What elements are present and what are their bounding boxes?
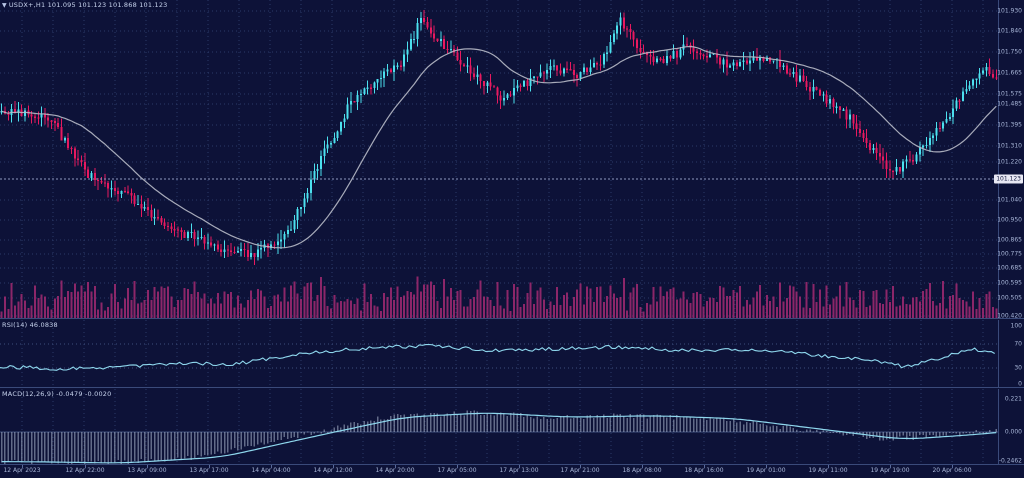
price-tick-14: 100.595 <box>997 279 1022 287</box>
time-tick-4: 14 Apr 04:00 <box>251 467 291 474</box>
price-tick-11: 100.865 <box>997 236 1022 244</box>
time-tick-2: 13 Apr 09:00 <box>127 467 167 474</box>
time-tick-13: 19 Apr 11:00 <box>808 467 848 474</box>
macd-axis-line <box>998 389 999 465</box>
price-tick-3: 101.665 <box>997 69 1022 77</box>
price-tick-9: 101.040 <box>997 196 1022 204</box>
rsi-panel[interactable]: 100 70 30 0 RSI(14) 46.0838 <box>0 320 1024 388</box>
macd-tick-1: 0.000 <box>1004 428 1022 436</box>
rsi-axis[interactable]: 100 70 30 0 <box>998 320 1024 388</box>
time-tickmark-6 <box>395 465 396 468</box>
time-tick-9: 17 Apr 21:00 <box>560 467 600 474</box>
time-tickmark-8 <box>519 465 520 468</box>
price-tick-1: 101.840 <box>997 27 1022 35</box>
time-tickmark-2 <box>147 465 148 468</box>
rsi-tick-30: 30 <box>1014 364 1022 372</box>
time-tickmark-10 <box>642 465 643 468</box>
price-tick-13: 100.685 <box>997 264 1022 272</box>
price-tick-6: 101.395 <box>997 121 1022 129</box>
rsi-plot-area[interactable] <box>0 320 998 388</box>
price-panel-divider <box>0 318 1024 319</box>
time-tickmark-7 <box>457 465 458 468</box>
price-plot-area[interactable] <box>0 0 998 319</box>
macd-indicator-label: MACD(12,26,9) -0.0479 -0.0020 <box>2 390 112 398</box>
time-tick-11: 18 Apr 16:00 <box>684 467 724 474</box>
time-tickmark-5 <box>333 465 334 468</box>
rsi-tick-0: 0 <box>1018 380 1022 388</box>
macd-chart-svg <box>0 389 998 465</box>
time-tick-10: 18 Apr 08:00 <box>622 467 662 474</box>
price-tick-4: 101.575 <box>997 90 1022 98</box>
time-tick-6: 14 Apr 20:00 <box>375 467 415 474</box>
rsi-axis-line <box>998 320 999 388</box>
macd-tick-0: 0.221 <box>1004 395 1022 403</box>
time-tickmark-9 <box>580 465 581 468</box>
rsi-tick-70: 70 <box>1014 340 1022 348</box>
time-tick-12: 19 Apr 01:00 <box>746 467 786 474</box>
price-tick-10: 100.950 <box>997 216 1022 224</box>
time-tick-7: 17 Apr 05:00 <box>437 467 477 474</box>
time-tickmark-3 <box>209 465 210 468</box>
time-tick-3: 13 Apr 17:00 <box>189 467 229 474</box>
macd-axis[interactable]: 0.221 0.000 -0.2462 <box>998 389 1024 465</box>
triangle-down-icon[interactable]: ▼ <box>2 2 7 9</box>
time-tick-1: 12 Apr 22:00 <box>65 467 105 474</box>
macd-plot-area[interactable] <box>0 389 998 465</box>
current-price-badge: 101.123 <box>994 174 1023 184</box>
price-tick-8: 101.220 <box>997 158 1022 166</box>
time-axis[interactable]: 12 Apr 2023 12 Apr 22:00 13 Apr 09:00 13 Ap… <box>0 465 1024 478</box>
rsi-tick-100: 100 <box>1010 322 1022 330</box>
price-axis[interactable]: 101.930 101.840 101.750 101.665 101.575 101.4… <box>994 0 1024 320</box>
macd-panel[interactable]: 0.221 0.000 -0.2462 MACD(12,26,9) -0.0479 … <box>0 389 1024 465</box>
price-axis-line <box>998 0 999 319</box>
price-tick-2: 101.750 <box>997 48 1022 56</box>
price-tick-15: 100.505 <box>997 294 1022 302</box>
rsi-panel-divider <box>0 387 1024 388</box>
price-tick-12: 100.775 <box>997 250 1022 258</box>
rsi-indicator-label: RSI(14) 46.0838 <box>2 321 58 329</box>
time-tickmark-12 <box>766 465 767 468</box>
chart-header-label[interactable]: ▼ USDX+,H1 101.095 101.123 101.868 101.12… <box>2 1 168 9</box>
time-tick-15: 20 Apr 06:00 <box>932 467 972 474</box>
time-tickmark-0 <box>22 465 23 468</box>
time-tickmark-11 <box>704 465 705 468</box>
time-tick-14: 19 Apr 19:00 <box>870 467 910 474</box>
macd-tick-2: -0.2462 <box>998 457 1022 465</box>
price-tick-7: 101.310 <box>997 142 1022 150</box>
time-tick-5: 14 Apr 12:00 <box>313 467 353 474</box>
price-panel[interactable]: 101.930 101.840 101.750 101.665 101.575 101.4… <box>0 0 1024 320</box>
time-tickmark-13 <box>828 465 829 468</box>
price-tick-5: 101.485 <box>997 100 1022 108</box>
rsi-chart-svg <box>0 320 998 388</box>
macd-panel-divider <box>0 464 1024 465</box>
time-tickmark-1 <box>85 465 86 468</box>
price-chart-svg <box>0 0 998 319</box>
time-tickmark-4 <box>271 465 272 468</box>
price-tick-0: 101.930 <box>997 7 1022 15</box>
price-tick-16: 100.420 <box>997 312 1022 320</box>
chart-symbol-ohlc: USDX+,H1 101.095 101.123 101.868 101.123 <box>8 1 168 9</box>
time-tick-8: 17 Apr 13:00 <box>499 467 539 474</box>
time-tickmark-14 <box>890 465 891 468</box>
time-tickmark-15 <box>952 465 953 468</box>
time-tick-0: 12 Apr 2023 <box>3 467 41 474</box>
